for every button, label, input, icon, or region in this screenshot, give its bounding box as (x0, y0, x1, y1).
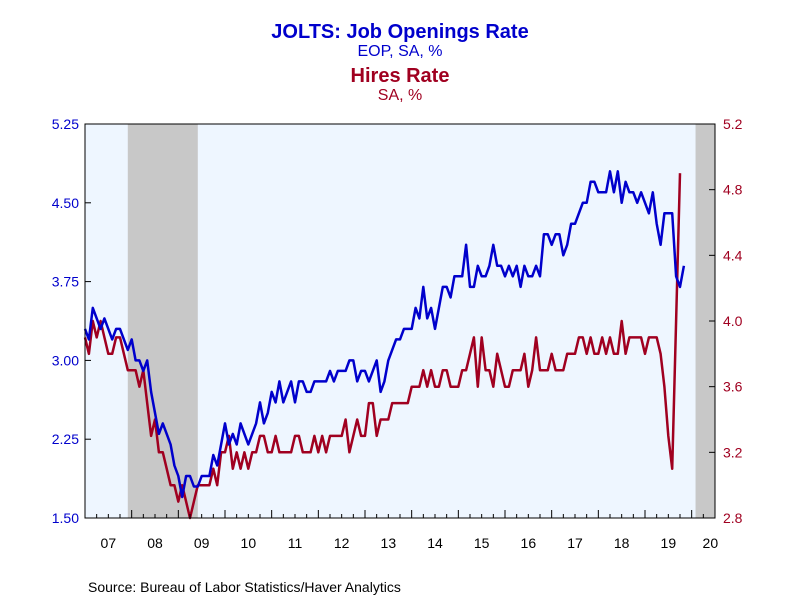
x-tick-label: 20 (703, 535, 719, 551)
right-tick-label: 3.6 (723, 379, 743, 395)
x-tick-label: 13 (381, 535, 397, 551)
series-line-hires (83, 173, 682, 520)
x-tick-label: 15 (474, 535, 490, 551)
subtitle-left: EOP, SA, % (357, 43, 442, 60)
x-tick-label: 07 (101, 535, 117, 551)
title-left: JOLTS: Job Openings Rate (271, 21, 528, 43)
right-tick-label: 5.2 (723, 116, 743, 132)
left-tick-label: 1.50 (52, 510, 79, 526)
x-tick-label: 12 (334, 535, 350, 551)
right-tick-label: 2.8 (723, 510, 743, 526)
x-tick-label: 10 (241, 535, 257, 551)
left-tick-label: 5.25 (52, 116, 79, 132)
recession-band-0 (127, 124, 198, 518)
axes: 1.50 2.25 3.00 3.75 4.50 5.25 2.8 3.2 3.6 4.0 4.4 4… (52, 116, 743, 551)
series-lines (83, 170, 686, 520)
source-note: Source: Bureau of Labor Statistics/Haver… (88, 579, 401, 595)
left-tick-label: 3.75 (52, 274, 79, 290)
left-tick-label: 2.25 (52, 431, 79, 447)
x-tick-label: 17 (567, 535, 583, 551)
title-right: Hires Rate (351, 65, 450, 87)
x-tick-label: 16 (521, 535, 537, 551)
x-tick-label: 19 (661, 535, 677, 551)
right-tick-label: 4.4 (723, 247, 743, 263)
x-tick-label: 08 (147, 535, 163, 551)
chart-titles: JOLTS: Job Openings Rate EOP, SA, % Hire… (271, 21, 528, 104)
right-tick-label: 4.0 (723, 313, 743, 329)
x-tick-label: 18 (614, 535, 630, 551)
subtitle-right: SA, % (378, 87, 422, 104)
left-tick-label: 4.50 (52, 195, 79, 211)
series-line-job-openings (83, 170, 686, 499)
recession-shading (127, 124, 715, 518)
x-tick-label: 09 (194, 535, 210, 551)
right-tick-label: 3.2 (723, 444, 743, 460)
x-tick-label: 14 (427, 535, 443, 551)
left-tick-label: 3.00 (52, 352, 79, 368)
recession-band-1 (695, 124, 715, 518)
x-tick-label: 11 (288, 535, 303, 551)
right-tick-label: 4.8 (723, 182, 743, 198)
